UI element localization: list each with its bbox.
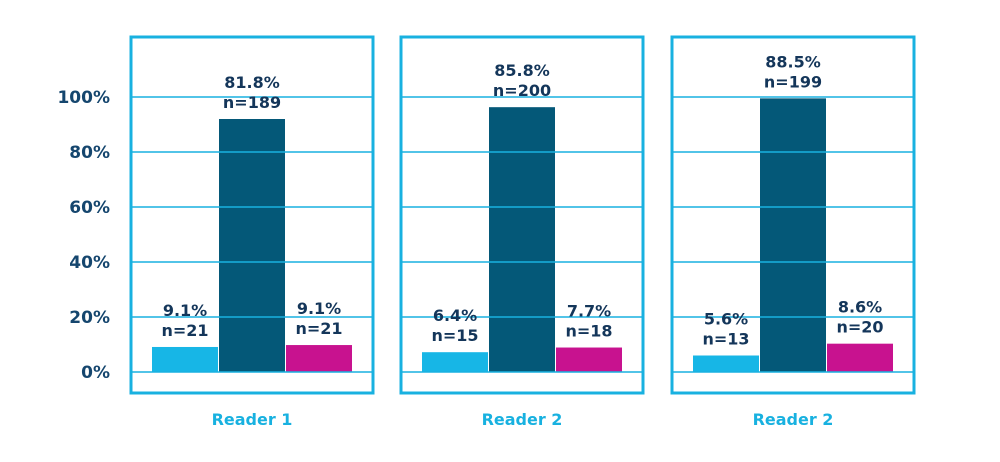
bar	[760, 98, 826, 372]
panel-title: Reader 1	[212, 410, 293, 429]
bar	[219, 119, 285, 372]
y-tick-label: 0%	[81, 363, 110, 383]
bar-count-label: n=189	[223, 93, 281, 112]
bar	[286, 345, 352, 372]
bar-percent-label: 88.5%	[765, 52, 821, 71]
bar-percent-label: 85.8%	[494, 61, 550, 80]
bar-percent-label: 5.6%	[704, 310, 748, 329]
bar	[422, 352, 488, 372]
bar-percent-label: 81.8%	[224, 73, 280, 92]
bar-count-label: n=200	[493, 81, 551, 100]
y-tick-label: 80%	[69, 143, 110, 163]
bar-count-label: n=18	[565, 322, 612, 341]
panel-title: Reader 2	[753, 410, 834, 429]
bar-percent-label: 9.1%	[163, 301, 207, 320]
bar-percent-label: 8.6%	[838, 298, 882, 317]
panel-title: Reader 2	[482, 410, 563, 429]
panel-border	[399, 35, 645, 395]
bar	[693, 355, 759, 372]
y-tick-label: 100%	[57, 88, 110, 108]
bar-percent-label: 6.4%	[433, 306, 477, 325]
bar-count-label: n=199	[764, 72, 822, 91]
y-tick-label: 60%	[69, 198, 110, 218]
bar	[152, 346, 218, 372]
bar-count-label: n=13	[702, 330, 749, 349]
bar-percent-label: 9.1%	[297, 299, 341, 318]
bar-count-label: n=15	[431, 326, 478, 345]
bar-count-label: n=21	[295, 319, 342, 338]
y-tick-label: 40%	[69, 253, 110, 273]
panel-border	[129, 35, 375, 395]
panel-border	[670, 35, 916, 395]
y-tick-label: 20%	[69, 308, 110, 328]
bar	[827, 343, 893, 372]
bar-count-label: n=21	[161, 321, 208, 340]
bar	[489, 107, 555, 373]
bar-percent-label: 7.7%	[567, 302, 611, 321]
bar	[556, 347, 622, 372]
bar-count-label: n=20	[836, 318, 883, 337]
